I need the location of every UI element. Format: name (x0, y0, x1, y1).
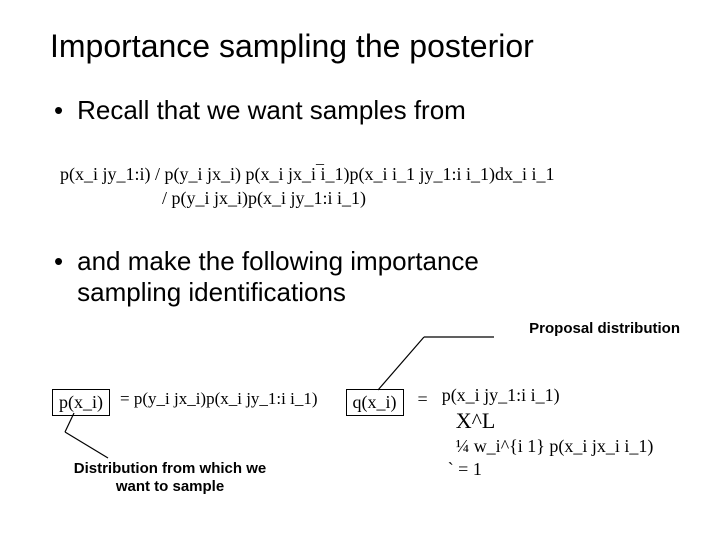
bullet-2: • and make the following importance samp… (50, 246, 680, 308)
label-dist-line1: Distribution from which we (74, 460, 267, 477)
label-distribution: Distribution from which we want to sampl… (70, 460, 270, 496)
slide-title: Importance sampling the posterior (50, 28, 680, 65)
tilde-overline: _ (316, 151, 324, 167)
equation-block-1: _ p(x_i jy_1:i) / p(y_i jx_i) p(x_i jx_i… (60, 165, 554, 213)
bullet-1: • Recall that we want samples from (50, 95, 680, 126)
qx-r2: X^L (442, 408, 654, 434)
bullet-dot: • (54, 95, 63, 126)
label-dist-line2: want to sample (116, 478, 224, 495)
eq1-line1: p(x_i jy_1:i) / p(y_i jx_i) p(x_i jx_i i… (60, 165, 554, 183)
eq1-line2: / p(y_i jx_i)p(x_i jy_1:i i_1) (162, 189, 554, 207)
slide: Importance sampling the posterior • Reca… (0, 0, 720, 540)
px-box: p(x_i) (52, 389, 110, 416)
bullet-2b: sampling identifications (77, 277, 346, 307)
qx-rhs: p(x_i jy_1:i i_1) X^L ¼ w_i^{i 1} p(x_i … (442, 385, 654, 480)
px-rhs: = p(y_i jx_i)p(x_i jy_1:i i_1) (120, 389, 318, 409)
bullet-1-text: Recall that we want samples from (77, 95, 466, 126)
qx-r3: ¼ w_i^{i 1} p(x_i jx_i i_1) (442, 436, 654, 457)
bullet-dot: • (54, 246, 63, 308)
bullet-2a: and make the following importance (77, 246, 479, 276)
label-proposal: Proposal distribution (529, 320, 680, 338)
qx-r4: ` = 1 (442, 459, 654, 480)
qx-eq: = (418, 389, 428, 410)
qx-r1: p(x_i jy_1:i i_1) (442, 385, 654, 406)
bullet-2-text: and make the following importance sampli… (77, 246, 479, 308)
connector-proposal-diag (378, 337, 424, 390)
qx-box: q(x_i) (346, 389, 404, 416)
